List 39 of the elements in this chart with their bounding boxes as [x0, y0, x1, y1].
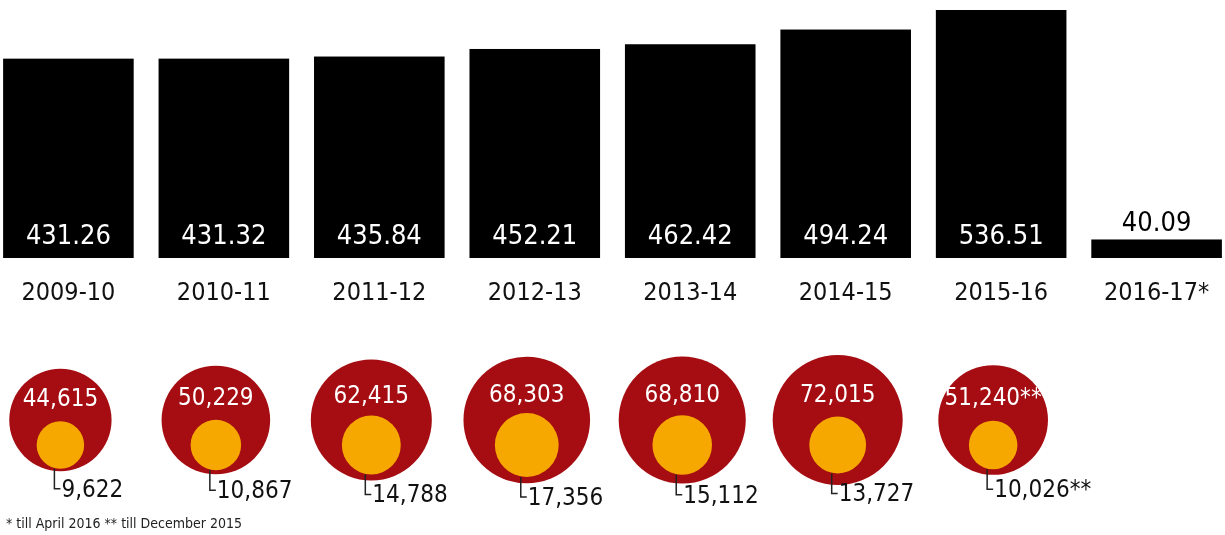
- bar: [314, 56, 445, 258]
- data-label: 15,112: [683, 480, 759, 509]
- data-label: 452.21: [492, 219, 578, 250]
- x-tick-label: 2012-13: [487, 277, 582, 306]
- data-label: 9,622: [61, 474, 124, 503]
- x-tick-label: 2010-11: [176, 277, 271, 306]
- data-label: 13,727: [838, 479, 915, 508]
- data-label: 50,229: [178, 382, 254, 411]
- data-label: 10,026**: [994, 475, 1092, 504]
- x-tick-label: 2011-12: [332, 277, 427, 306]
- data-label: 17,356: [527, 482, 604, 511]
- bar: [780, 29, 911, 258]
- data-label: 10,867: [216, 476, 293, 505]
- bar: [624, 44, 756, 258]
- data-label: 14,788: [372, 480, 448, 509]
- x-tick-label: 2014-15: [798, 277, 893, 306]
- data-label: 494.24: [803, 219, 889, 250]
- data-label: 536.51: [958, 219, 1044, 250]
- data-label: 72,015: [799, 379, 876, 408]
- data-label: 435.84: [336, 219, 422, 250]
- data-label: 431.32: [181, 219, 267, 250]
- data-label: 68,810: [644, 380, 720, 409]
- text: * till April 2016 ** till December 2015: [6, 515, 242, 531]
- data-label: 44,615: [22, 383, 99, 412]
- data-label: 51,240**: [944, 382, 1042, 411]
- bar: [158, 58, 290, 258]
- bar: [935, 10, 1067, 258]
- data-label: 431.26: [25, 219, 111, 250]
- data-label: 68,303: [489, 380, 565, 409]
- x-tick-label: 2009-10: [21, 277, 116, 306]
- data-label: 40.09: [1121, 206, 1192, 238]
- x-tick-label: 2015-16: [954, 277, 1049, 306]
- bar: [469, 48, 601, 258]
- bar: [1091, 239, 1222, 258]
- data-label: 62,415: [333, 381, 410, 410]
- data-label: 462.42: [647, 219, 733, 250]
- bar: [3, 58, 134, 258]
- x-tick-label: 2013-14: [643, 277, 738, 306]
- x-tick-label: 2016-17*: [1104, 277, 1210, 306]
